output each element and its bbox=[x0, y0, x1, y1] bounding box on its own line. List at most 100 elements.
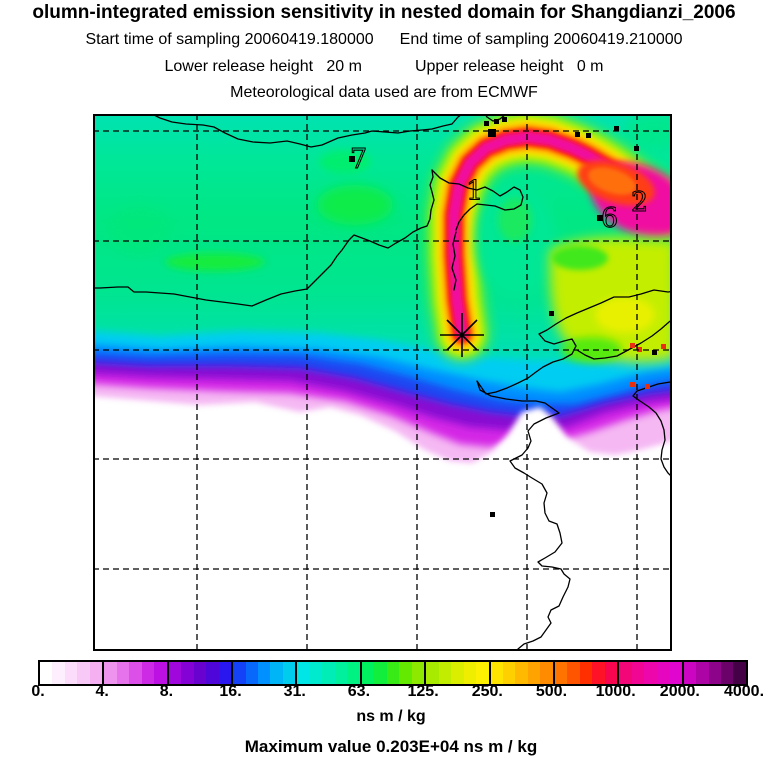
coastline-north bbox=[150, 114, 508, 148]
release-point-marker bbox=[440, 313, 484, 357]
colorbar-cell bbox=[619, 662, 632, 684]
colorbar-cell bbox=[644, 662, 657, 684]
graticule bbox=[93, 114, 672, 651]
colorbar-cell bbox=[334, 662, 348, 684]
colorbar-cell bbox=[426, 662, 439, 684]
colorbar-cell bbox=[579, 662, 593, 684]
colorbar-segment bbox=[102, 662, 167, 684]
colorbar-cell bbox=[77, 662, 90, 684]
colorbar-cell bbox=[733, 662, 746, 684]
colorbar-segment bbox=[295, 662, 360, 684]
colorbar-cell bbox=[696, 662, 709, 684]
colorbar-cell bbox=[168, 662, 182, 684]
colorbar-cell bbox=[129, 662, 142, 684]
colorbar-segment bbox=[40, 662, 103, 684]
colorbar-cell bbox=[490, 662, 503, 684]
border-mid bbox=[451, 231, 457, 291]
colorbar-segment bbox=[681, 662, 746, 684]
colorbar-tick-label: 125. bbox=[407, 683, 439, 700]
station-label-2: 2 bbox=[631, 187, 648, 218]
colorbar-cell bbox=[631, 662, 645, 684]
colorbar-cell bbox=[181, 662, 194, 684]
colorbar-cell bbox=[40, 662, 53, 684]
colorbar-cell bbox=[683, 662, 697, 684]
sensitivity-map: 7 1 6 2 bbox=[93, 114, 672, 651]
colorbar-cell bbox=[463, 662, 477, 684]
coastlines bbox=[93, 114, 672, 651]
colorbar-cell bbox=[604, 662, 618, 684]
station-number-labels: 7 1 6 2 bbox=[349, 143, 648, 234]
colorbar-cell bbox=[721, 662, 734, 684]
map-field-layers: 7 1 6 2 bbox=[93, 114, 672, 651]
colorbar-cell bbox=[567, 662, 580, 684]
colorbar-tick-label: 16. bbox=[219, 683, 242, 700]
meteo-source-text: Meteorological data used are from ECMWF bbox=[230, 84, 538, 101]
colorbar-cell bbox=[116, 662, 130, 684]
colorbar-ticks: 0. 4. 8. 16. 31. 63. 125. 250. 500. 1000. 2000. 400… bbox=[31, 683, 764, 703]
colorbar-cell bbox=[515, 662, 528, 684]
colorbar-cell bbox=[154, 662, 167, 684]
colorbar-cell bbox=[270, 662, 283, 684]
colorbar-gradient bbox=[38, 660, 748, 686]
colorbar-tick-label: 1000. bbox=[595, 683, 636, 700]
colorbar-cell bbox=[233, 662, 246, 684]
release-lower-text: Lower release height 20 m bbox=[164, 58, 362, 75]
border-west bbox=[93, 169, 435, 307]
colorbar-cell bbox=[502, 662, 516, 684]
colorbar-cell bbox=[451, 662, 464, 684]
colorbar-cell bbox=[669, 662, 682, 684]
colorbar-segment bbox=[488, 662, 553, 684]
station-label-6: 6 bbox=[601, 203, 618, 234]
colorbar-cell bbox=[104, 662, 117, 684]
colorbar-segment bbox=[424, 662, 489, 684]
colorbar-cell bbox=[347, 662, 360, 684]
colorbar-cell bbox=[438, 662, 452, 684]
colorbar-cell bbox=[708, 662, 721, 684]
colorbar-cell bbox=[258, 662, 271, 684]
colorbar-cell bbox=[282, 662, 296, 684]
sampling-start-text: Start time of sampling 20060419.180000 bbox=[85, 31, 374, 48]
colorbar-segment bbox=[552, 662, 618, 684]
colorbar-cell bbox=[361, 662, 375, 684]
station-label-1: 1 bbox=[466, 176, 483, 207]
colorbar-cell bbox=[592, 662, 605, 684]
station-label-7: 7 bbox=[350, 144, 367, 175]
colorbar-segment bbox=[617, 662, 682, 684]
release-upper-text: Upper release height 0 m bbox=[414, 58, 604, 75]
colorbar-cell bbox=[386, 662, 400, 684]
colorbar-cell bbox=[399, 662, 412, 684]
colorbar-units-label: ns m / kg bbox=[356, 708, 426, 725]
colorbar-tick-label: 0. bbox=[31, 683, 45, 700]
colorbar-cell bbox=[297, 662, 310, 684]
plume-east-blob bbox=[577, 160, 672, 238]
colorbar-cell bbox=[193, 662, 207, 684]
colorbar-cell bbox=[322, 662, 335, 684]
colorbar-cell bbox=[527, 662, 541, 684]
colorbar-tick-label: 500. bbox=[535, 683, 568, 700]
colorbar-cell bbox=[540, 662, 553, 684]
max-value-label: Maximum value 0.203E+04 ns m / kg bbox=[244, 737, 538, 756]
colorbar-cell bbox=[206, 662, 219, 684]
colorbar-segment bbox=[166, 662, 232, 684]
colorbar-cell bbox=[411, 662, 425, 684]
sampling-times-row: Start time of sampling 20060419.180000 E… bbox=[0, 31, 768, 49]
page-title: olumn-integrated emission sensitivity in… bbox=[32, 2, 736, 23]
colorbar-tick-label: 8. bbox=[159, 683, 174, 700]
colorbar-cell bbox=[245, 662, 259, 684]
border-hook bbox=[431, 169, 524, 231]
colorbar-cell bbox=[52, 662, 65, 684]
colorbar-cell bbox=[309, 662, 323, 684]
colorbar-tick-label: 2000. bbox=[659, 683, 700, 700]
colorbar-cell bbox=[476, 662, 489, 684]
colorbar-tick-label: 4000. bbox=[723, 683, 765, 700]
sampling-end-text: End time of sampling 20060419.210000 bbox=[399, 31, 683, 48]
colorbar-segment bbox=[231, 662, 296, 684]
map-frame bbox=[93, 114, 672, 651]
release-heights-row: Lower release height 20 m Upper release … bbox=[0, 58, 768, 76]
red-site-markers bbox=[630, 343, 666, 389]
coastline-east bbox=[476, 289, 672, 651]
colorbar-tick-label: 250. bbox=[471, 683, 503, 700]
colorbar-cell bbox=[374, 662, 387, 684]
colorbar-cell bbox=[141, 662, 155, 684]
colorbar-tick-label: 4. bbox=[95, 683, 109, 700]
